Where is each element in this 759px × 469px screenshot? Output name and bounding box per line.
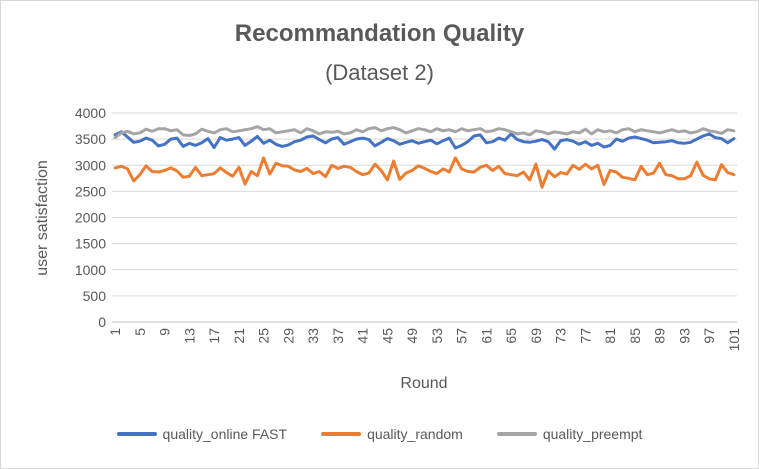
gridlines	[112, 112, 737, 323]
y-tick-label: 1500	[75, 236, 106, 252]
y-tick-label: 3500	[75, 131, 106, 147]
y-tick-labels: 0 500 1000 1500 2000 2500 3000 3500 4000	[75, 105, 106, 330]
x-tick-labels: 1 5 9 13 17 21 25 29 33 37 41 45 49 53 57 61 65 69 73 77 81 8…	[107, 328, 742, 352]
x-tick-label: 29	[280, 328, 296, 344]
x-tick-label: 77	[577, 328, 593, 344]
x-tick-label: 21	[231, 328, 247, 344]
legend-label-online-fast: quality_online FAST	[162, 426, 288, 442]
y-tick-label: 2500	[75, 183, 106, 199]
x-tick-label: 41	[355, 328, 371, 344]
legend-label-random: quality_random	[367, 426, 463, 442]
x-tick-label: 65	[503, 328, 519, 344]
x-tick-label: 85	[627, 328, 643, 344]
x-tick-label: 37	[330, 328, 346, 344]
y-tick-label: 500	[83, 288, 107, 304]
y-tick-label: 1000	[75, 262, 106, 278]
x-tick-label: 57	[454, 328, 470, 344]
legend-item-online-fast: quality_online FAST	[116, 426, 288, 442]
x-tick-label: 33	[305, 328, 321, 344]
legend-label-preempt: quality_preempt	[542, 426, 643, 442]
series-line-1	[113, 156, 736, 189]
y-tick-label: 3000	[75, 157, 106, 173]
x-tick-label: 97	[701, 328, 717, 344]
series-line-0	[113, 130, 736, 151]
legend-swatch-random	[321, 432, 362, 436]
x-tick-label: 13	[181, 328, 197, 344]
x-tick-label: 81	[602, 328, 618, 344]
x-tick-label: 49	[404, 328, 420, 344]
x-axis-label: Round	[400, 375, 447, 392]
x-tick-label: 25	[256, 328, 272, 344]
y-tick-label: 4000	[75, 105, 106, 121]
legend-item-random: quality_random	[321, 426, 463, 442]
x-tick-label: 69	[528, 328, 544, 344]
y-axis-label: user satisfaction	[34, 160, 51, 276]
x-tick-label: 9	[157, 328, 173, 336]
x-tick-label: 61	[478, 328, 494, 344]
x-tick-label: 17	[206, 328, 222, 344]
legend-item-preempt: quality_preempt	[496, 426, 643, 442]
chart-subtitle: (Dataset 2)	[325, 60, 434, 85]
x-tick-label: 45	[379, 328, 395, 344]
x-tick-label: 1	[107, 328, 123, 336]
x-tick-label: 101	[726, 328, 742, 352]
legend-swatch-online-fast	[116, 432, 157, 436]
series-lines	[113, 125, 736, 189]
legend: quality_online FAST quality_random quali…	[0, 426, 759, 442]
chart-title: Recommandation Quality	[234, 20, 525, 47]
x-tick-label: 93	[676, 328, 692, 344]
x-tick-label: 5	[132, 328, 148, 336]
y-tick-label: 0	[98, 314, 106, 330]
x-tick-label: 89	[652, 328, 668, 344]
legend-swatch-preempt	[496, 432, 537, 436]
series-line-2	[113, 125, 736, 140]
x-tick-label: 53	[429, 328, 445, 344]
x-tick-label: 73	[553, 328, 569, 344]
y-tick-label: 2000	[75, 210, 106, 226]
